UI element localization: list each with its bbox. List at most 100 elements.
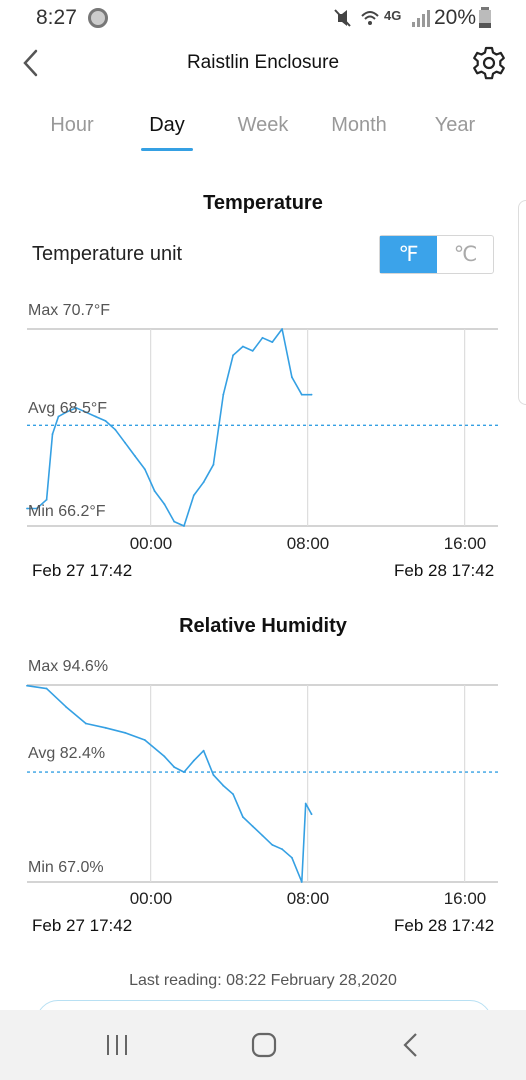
system-nav-bar (0, 1010, 526, 1080)
humidity-point (65, 706, 68, 709)
page-title: Raistlin Enclosure (186, 52, 340, 73)
temperature-avg-label: Avg 68.5°F (28, 400, 108, 417)
temperature-tick-0000: 00:00 (129, 534, 173, 553)
temperature-point (212, 463, 215, 466)
humidity-point (300, 881, 303, 883)
back-button[interactable] (18, 48, 46, 78)
temperature-point (251, 349, 254, 352)
humidity-point (241, 816, 244, 818)
unit-celsius-button[interactable]: ℃ (453, 243, 478, 266)
humidity-point (222, 784, 225, 787)
temperature-unit-label: Temperature unit (32, 243, 183, 265)
temperature-point (75, 406, 77, 409)
temperature-point (222, 393, 225, 396)
temperature-point (241, 345, 244, 348)
humidity-point (202, 749, 205, 752)
humidity-point (84, 722, 87, 725)
tab-week[interactable]: Week (237, 114, 289, 136)
humidity-point (192, 759, 195, 762)
back-nav-button[interactable] (392, 1030, 432, 1060)
temperature-point (45, 498, 48, 501)
network-type: 4G (384, 8, 402, 23)
temperature-point (261, 336, 264, 339)
unit-fahrenheit-button[interactable]: ℉ (380, 236, 437, 273)
humidity-point (104, 726, 107, 729)
temperature-point (183, 525, 185, 527)
temperature-point (84, 411, 87, 414)
active-tab-indicator (141, 148, 193, 151)
humidity-title: Relative Humidity (179, 615, 347, 637)
home-button[interactable] (244, 1030, 284, 1060)
temperature-max-label: Max 70.7°F (28, 302, 110, 319)
temperature-tick-0800: 08:00 (286, 534, 330, 553)
humidity-point (281, 848, 284, 851)
humidity-point (251, 825, 254, 828)
temperature-point (134, 455, 136, 457)
temperature-point (281, 328, 284, 330)
notification-icon (88, 8, 108, 28)
humidity-end-date: Feb 28 17:42 (394, 916, 495, 935)
temperature-point (192, 494, 195, 497)
temperature-min-label: Min 66.2°F (28, 503, 106, 520)
humidity-max-label: Max 94.6% (28, 658, 109, 675)
temperature-point (300, 393, 303, 396)
temperature-point (232, 354, 234, 357)
tab-month[interactable]: Month (331, 114, 387, 136)
humidity-point (163, 755, 166, 758)
humidity-point (143, 739, 146, 741)
temperature-unit-toggle: ℉ ℃ (379, 235, 494, 274)
temperature-point (65, 411, 68, 414)
temperature-point (94, 415, 97, 418)
battery-icon (479, 7, 491, 28)
temperature-point (143, 468, 146, 470)
temperature-end-date: Feb 28 17:42 (394, 561, 495, 580)
temperature-point (271, 341, 274, 344)
humidity-tick-0800: 08:00 (286, 889, 330, 908)
recents-icon (107, 1035, 127, 1055)
humidity-point (45, 687, 48, 690)
temperature-series-line (27, 328, 312, 527)
humidity-point (291, 856, 293, 859)
last-reading: Last reading: 08:22 February 28,2020 (129, 972, 397, 989)
humidity-point (271, 843, 274, 846)
temperature-point (202, 481, 205, 484)
temperature-point (124, 441, 127, 444)
status-bar: 8:27 4G 20% (0, 0, 526, 36)
humidity-point (310, 813, 313, 816)
battery-percent: 20% (434, 6, 477, 29)
tab-year[interactable]: Year (434, 114, 476, 136)
tab-hour[interactable]: Hour (50, 114, 94, 136)
humidity-point (212, 774, 215, 776)
temperature-start-date: Feb 27 17:42 (32, 561, 133, 580)
tab-day[interactable]: Day (149, 114, 185, 136)
humidity-point (183, 771, 185, 773)
chevron-left-icon (23, 49, 38, 77)
recents-button[interactable] (98, 1030, 138, 1060)
humidity-tick-0000: 00:00 (129, 889, 173, 908)
humidity-series-line (26, 684, 313, 883)
status-time: 8:27 (36, 6, 77, 29)
settings-button[interactable] (470, 44, 508, 82)
status-icons: 4G 20% (332, 6, 522, 30)
humidity-start-date: Feb 27 17:42 (32, 916, 133, 935)
temperature-point (26, 507, 28, 510)
humidity-point (304, 802, 307, 805)
temperature-point (104, 420, 107, 422)
humidity-point (173, 766, 176, 768)
temperature-point (35, 507, 38, 510)
period-tabs: Hour Day Week Month Year (0, 100, 526, 156)
humidity-tick-1600: 16:00 (443, 889, 487, 908)
temperature-tick-1600: 16:00 (443, 534, 487, 553)
temperature-point (310, 393, 313, 396)
temperature-point (163, 503, 166, 506)
humidity-point (261, 834, 264, 837)
temperature-point (57, 415, 60, 418)
humidity-chart (26, 684, 498, 883)
temperature-point (153, 490, 156, 492)
temperature-point (173, 520, 176, 523)
temperature-point (114, 428, 117, 431)
back-icon (403, 1033, 417, 1057)
signal-icon (334, 9, 430, 27)
app-header: Raistlin Enclosure (0, 36, 526, 92)
home-icon (251, 1032, 277, 1058)
